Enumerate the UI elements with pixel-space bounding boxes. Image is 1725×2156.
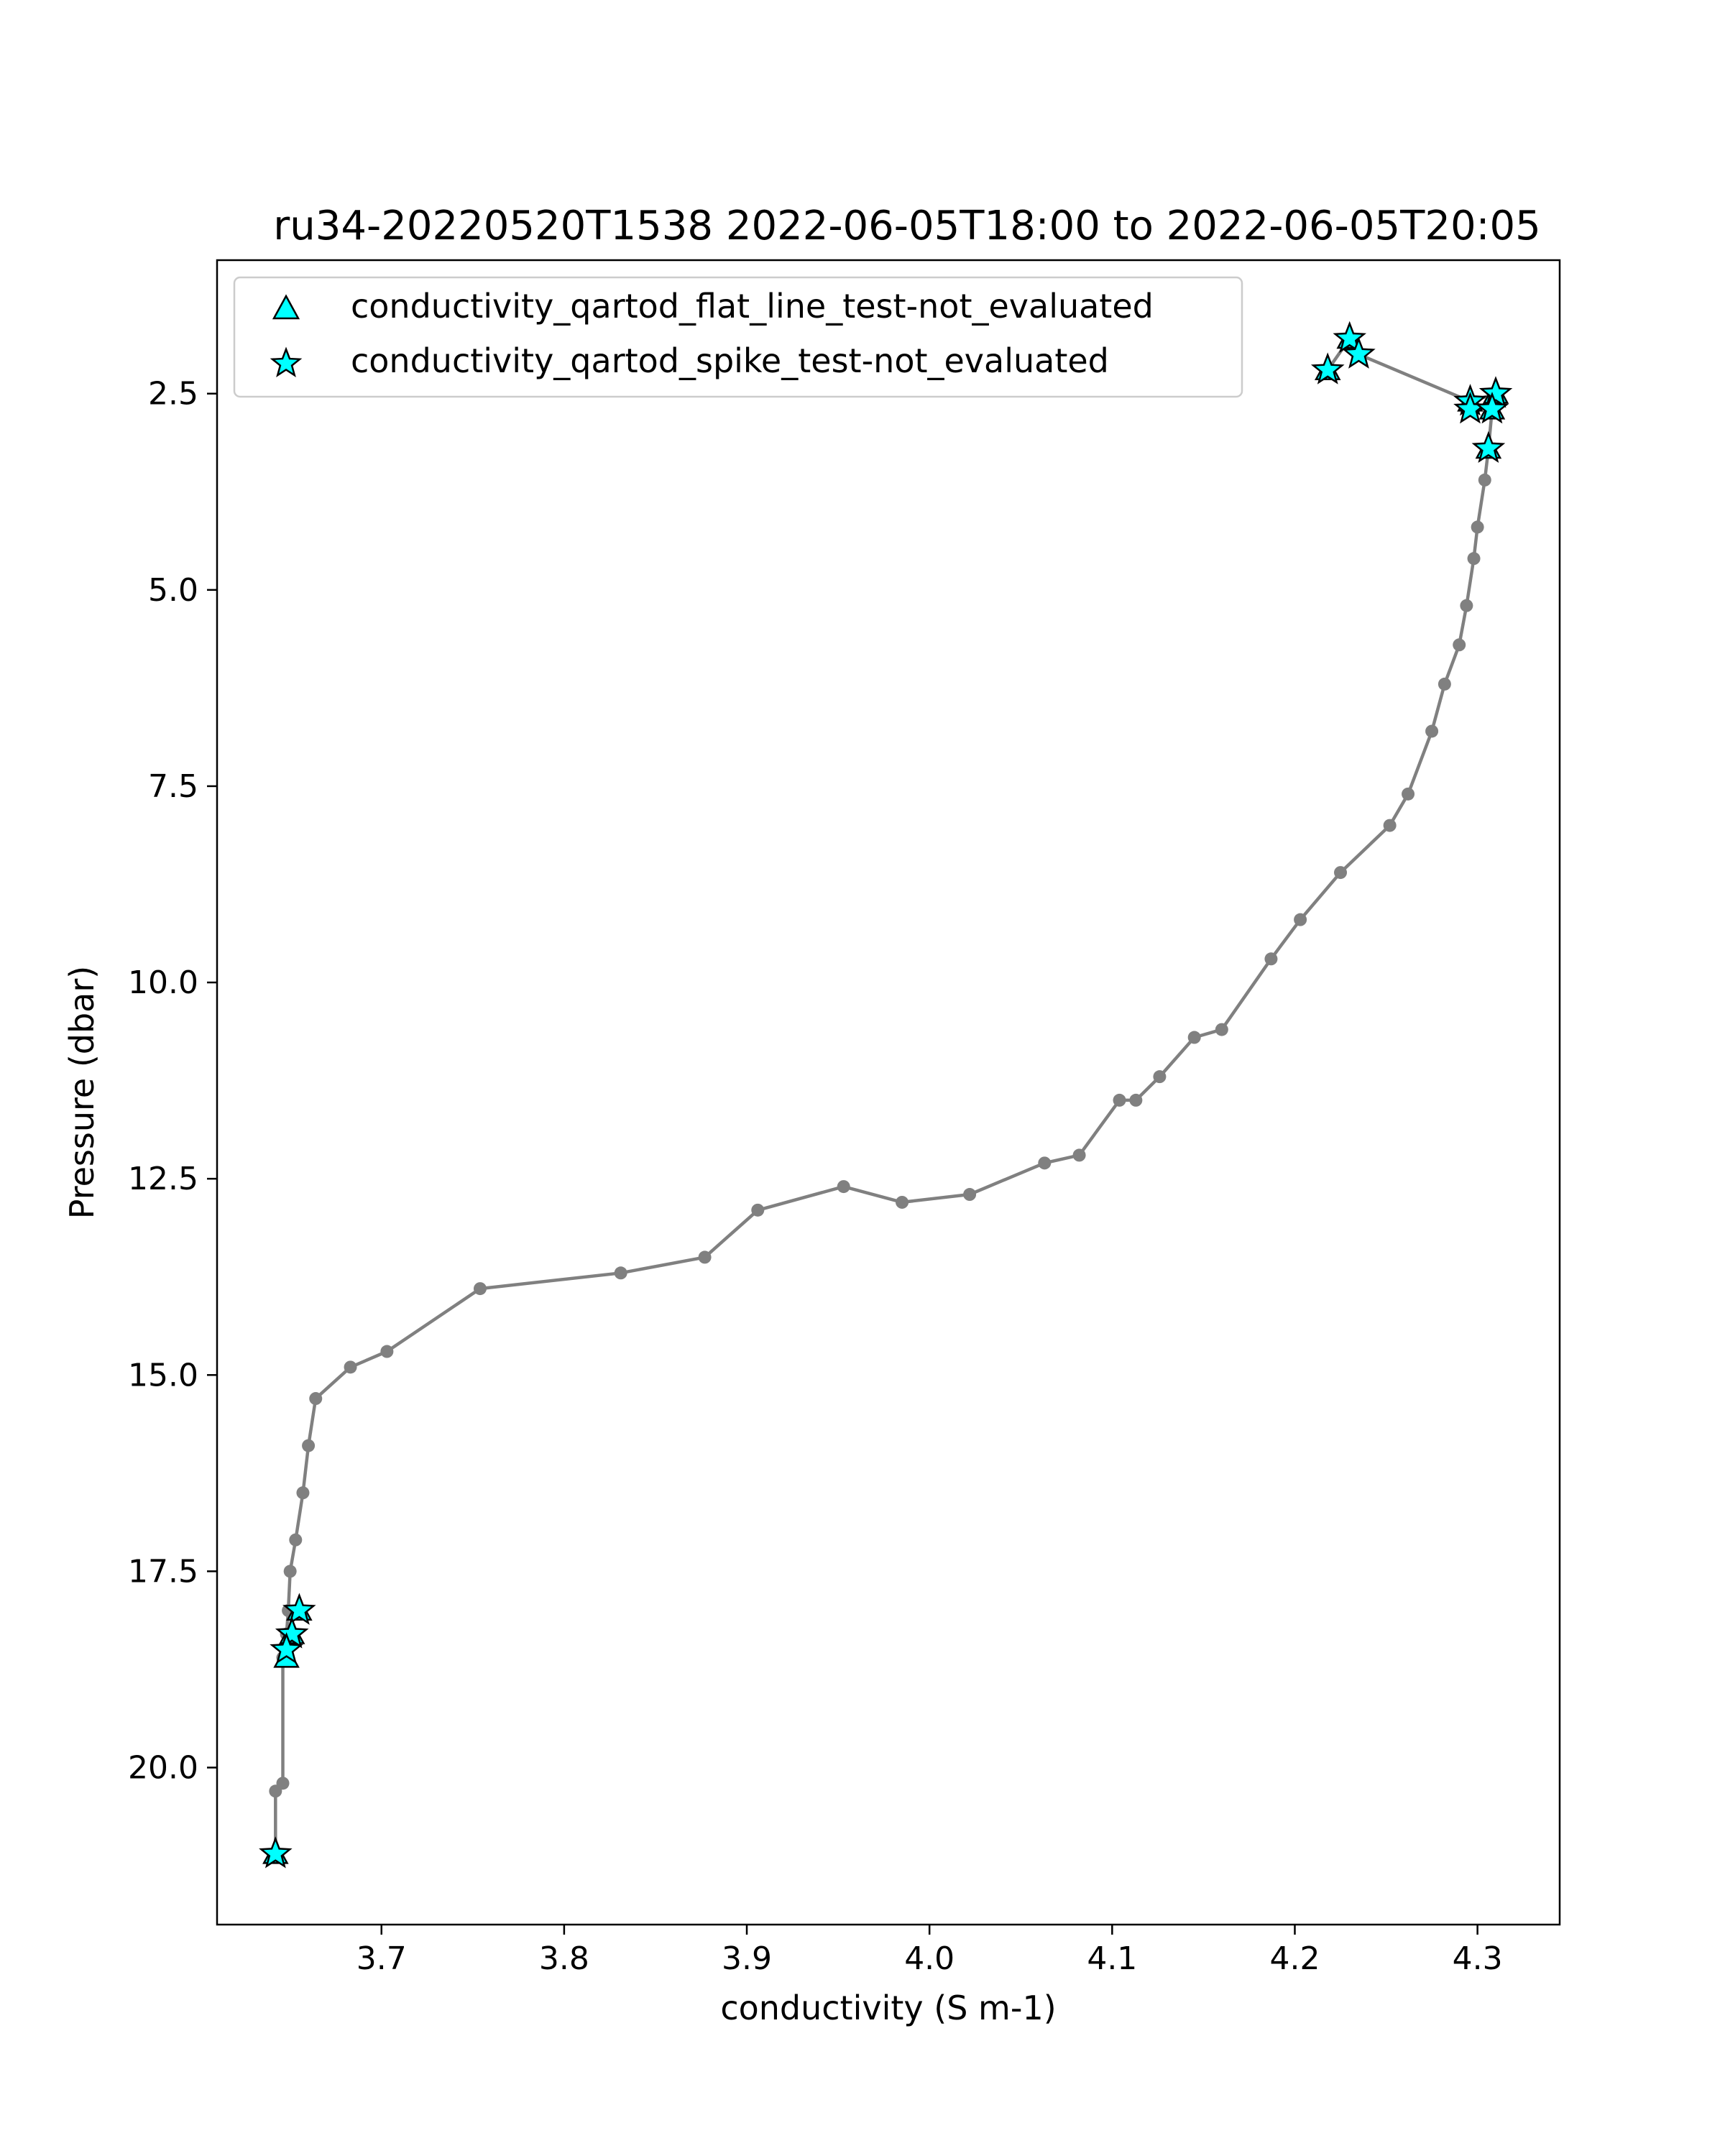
x-tick-label: 4.2: [1269, 1940, 1320, 1977]
spike-flag-marker: [1471, 430, 1506, 464]
y-tick-label: 12.5: [128, 1161, 198, 1197]
data-point: [1294, 913, 1307, 926]
spike-flag-marker: [275, 1616, 309, 1649]
y-tick-label: 20.0: [128, 1750, 198, 1787]
data-point: [1453, 638, 1466, 652]
data-point: [1072, 1148, 1086, 1162]
data-point: [751, 1203, 765, 1217]
y-tick-label: 15.0: [128, 1357, 198, 1393]
spike-flag-marker: [282, 1593, 316, 1625]
data-point: [302, 1439, 316, 1452]
x-tick-label: 4.1: [1087, 1940, 1137, 1977]
data-point: [1334, 866, 1348, 880]
data-point: [1425, 724, 1439, 738]
x-axis-label: conductivity (S m-1): [720, 1989, 1056, 2027]
data-point: [309, 1392, 323, 1406]
data-point: [473, 1282, 487, 1296]
data-point: [1438, 677, 1451, 691]
data-point: [1215, 1023, 1228, 1036]
data-point: [344, 1360, 357, 1374]
plot-area: [216, 259, 1561, 1926]
data-point: [1460, 599, 1473, 612]
legend-triangle-icon: [272, 294, 300, 320]
data-point: [963, 1188, 977, 1202]
data-point: [283, 1565, 297, 1578]
spike-flag-marker: [1478, 376, 1513, 408]
spike-flag-marker: [1310, 352, 1345, 384]
data-point: [1383, 819, 1397, 832]
flag-markers: [259, 321, 1513, 1869]
data-point: [896, 1195, 909, 1209]
data-point: [289, 1533, 303, 1547]
x-axis-ticks: 3.7 3.8 3.9 4.0 4.1 4.2 4.3: [356, 1925, 1503, 1977]
data-point: [1471, 520, 1484, 534]
x-tick-label: 3.7: [356, 1940, 407, 1977]
data-point: [296, 1486, 310, 1500]
y-axis-label: Pressure (dbar): [63, 966, 101, 1219]
data-point: [1264, 952, 1278, 966]
legend-label-spike: conductivity_qartod_spike_test-not_evalu…: [351, 341, 1109, 380]
x-tick-label: 4.0: [904, 1940, 954, 1977]
data-point: [269, 1784, 282, 1798]
y-tick-label: 7.5: [148, 768, 198, 805]
x-tick-label: 3.8: [539, 1940, 589, 1977]
data-point: [1467, 552, 1481, 566]
legend: conductivity_qartod_flat_line_test-not_e…: [233, 276, 1243, 398]
x-tick-label: 3.9: [722, 1940, 772, 1977]
data-point: [1187, 1031, 1201, 1044]
legend-star-icon: [270, 346, 303, 378]
data-point: [1038, 1156, 1052, 1170]
spike-flag-marker: [1475, 392, 1509, 424]
data-point: [1113, 1093, 1126, 1107]
spike-flag-marker: [259, 1836, 293, 1869]
data-point: [1153, 1070, 1167, 1084]
legend-label-flat-line: conductivity_qartod_flat_line_test-not_e…: [351, 287, 1154, 326]
y-tick-label: 2.5: [148, 376, 198, 413]
y-axis-ticks: 2.5 5.0 7.5 10.0 12.5 15.0 17.5 20.0: [128, 376, 217, 1787]
y-tick-label: 17.5: [128, 1553, 198, 1590]
data-point: [1129, 1093, 1143, 1107]
legend-box: [233, 276, 1243, 398]
spike-flag-marker: [270, 1632, 303, 1664]
data-point: [698, 1250, 712, 1264]
data-point: [1478, 473, 1491, 487]
y-tick-label: 10.0: [128, 964, 198, 1001]
data-point: [837, 1180, 850, 1194]
spike-flag-marker: [1333, 321, 1367, 354]
data-point: [380, 1345, 394, 1358]
y-tick-label: 5.0: [148, 572, 198, 609]
data-point: [614, 1266, 627, 1280]
chart-title: ru34-20220520T1538 2022-06-05T18:00 to 2…: [273, 203, 1540, 249]
spike-flag-marker: [1342, 336, 1376, 369]
data-point: [1402, 787, 1415, 801]
x-tick-label: 4.3: [1453, 1940, 1503, 1977]
